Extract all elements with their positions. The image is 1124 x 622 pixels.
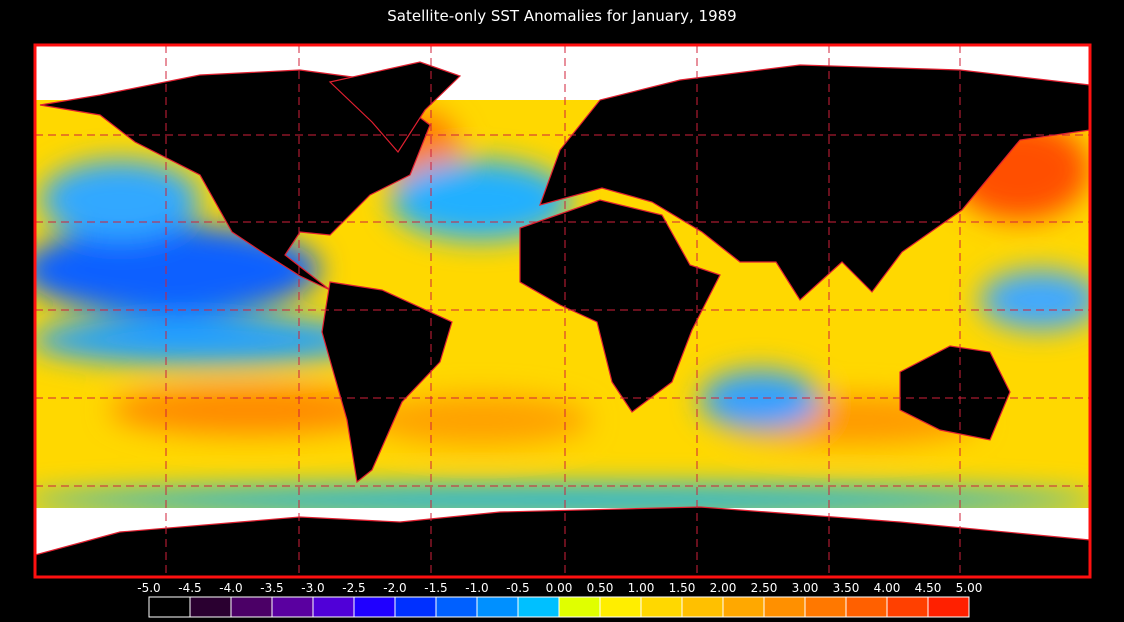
colorbar-segment — [354, 597, 395, 617]
colorbar-label: 0.50 — [587, 581, 614, 595]
colorbar-label: -4.0 — [219, 581, 242, 595]
colorbar-segment — [887, 597, 928, 617]
colorbar-segment — [231, 597, 272, 617]
colorbar-label: 0.00 — [546, 581, 573, 595]
colorbar-label: 5.00 — [956, 581, 983, 595]
colorbar-label: -3.5 — [260, 581, 283, 595]
colorbar-segment — [313, 597, 354, 617]
colorbar-segment — [600, 597, 641, 617]
colorbar-segment — [190, 597, 231, 617]
colorbar-label: 3.50 — [833, 581, 860, 595]
colorbar-segment — [764, 597, 805, 617]
colorbar-segment — [477, 597, 518, 617]
colorbar-label: 1.50 — [669, 581, 696, 595]
colorbar-label: -4.5 — [178, 581, 201, 595]
colorbar: -5.0 -4.5 -4.0 -3.5 -3.0 -2.5 -2.0 -1.5 -1.0 -0.5… — [137, 581, 983, 618]
colorbar-segment — [723, 597, 764, 617]
land — [35, 61, 1090, 577]
map-title: Satellite-only SST Anomalies for January… — [387, 7, 736, 25]
colorbar-label: -1.5 — [424, 581, 447, 595]
colorbar-segment — [395, 597, 436, 617]
colorbar-label: -0.5 — [506, 581, 529, 595]
colorbar-segment — [518, 597, 559, 617]
colorbar-label: 4.00 — [874, 581, 901, 595]
colorbar-label: 2.00 — [710, 581, 737, 595]
colorbar-segment — [272, 597, 313, 617]
colorbar-label: -1.0 — [465, 581, 488, 595]
colorbar-segment — [682, 597, 723, 617]
colorbar-label: -2.0 — [383, 581, 406, 595]
colorbar-segment — [559, 597, 600, 617]
colorbar-label: -2.5 — [342, 581, 365, 595]
sst-map — [35, 45, 1090, 577]
colorbar-segment — [805, 597, 846, 617]
colorbar-segment — [641, 597, 682, 617]
colorbar-segment — [149, 597, 190, 617]
colorbar-segment — [436, 597, 477, 617]
colorbar-label: -3.0 — [301, 581, 324, 595]
colorbar-label: 1.00 — [628, 581, 655, 595]
colorbar-label: 4.50 — [915, 581, 942, 595]
colorbar-segment — [846, 597, 887, 617]
colorbar-label: 3.00 — [792, 581, 819, 595]
graticule — [35, 45, 1090, 577]
map-frame — [33, 43, 1092, 579]
colorbar-label: -5.0 — [137, 581, 160, 595]
colorbar-label: 2.50 — [751, 581, 778, 595]
colorbar-segment — [928, 597, 969, 617]
